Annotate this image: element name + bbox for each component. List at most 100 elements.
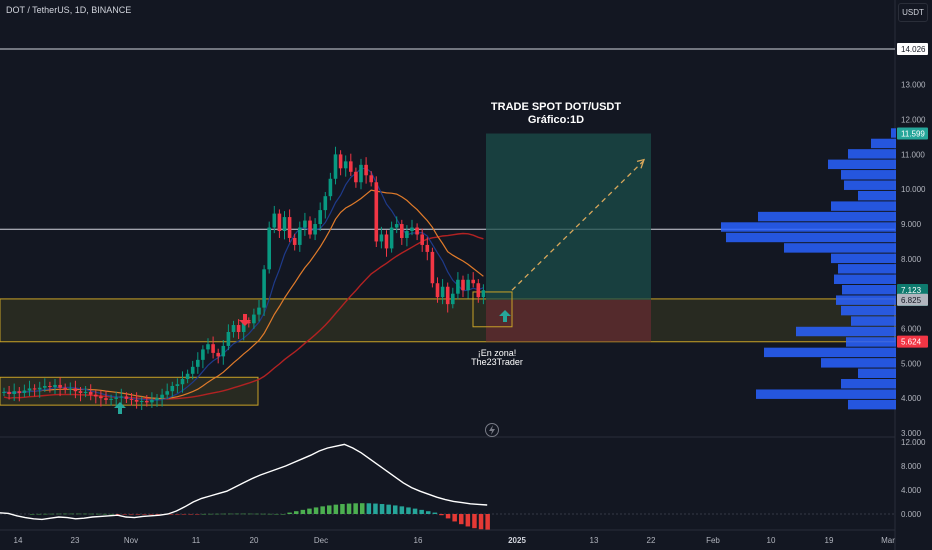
projection-line <box>511 160 644 291</box>
osc-histogram-bar-40 <box>294 511 299 514</box>
time-tick-9: 22 <box>647 536 656 545</box>
candle-63 <box>323 196 328 211</box>
candle-43 <box>221 345 226 357</box>
candle-77 <box>394 224 399 228</box>
osc-histogram-bar-11 <box>102 513 108 515</box>
osc-histogram-bar-69 <box>485 514 490 530</box>
osc-histogram-bar-48 <box>346 503 352 514</box>
osc-histogram-bar-3 <box>49 513 55 515</box>
osc-histogram-bar-9 <box>89 513 94 515</box>
price-tag-target: 11.599 <box>901 130 925 139</box>
price-tag-entry-bg <box>897 293 928 306</box>
osc-histogram-bar-8 <box>82 513 88 515</box>
candle-32 <box>165 391 169 395</box>
candle-22 <box>114 397 118 399</box>
osc-histogram-bar-25 <box>195 514 200 515</box>
candle-90 <box>461 279 465 291</box>
candle-39 <box>201 349 205 360</box>
volume-profile-bar-20 <box>846 337 896 347</box>
candle-15 <box>78 391 83 393</box>
candle-1 <box>7 391 11 394</box>
candle-69 <box>354 171 358 183</box>
osc-histogram-bar-28 <box>214 513 220 515</box>
candle-5 <box>27 388 32 391</box>
price-tick-9: 5.000 <box>901 359 922 368</box>
time-tick-8: 13 <box>590 536 599 545</box>
candle-89 <box>456 279 460 294</box>
candle-7 <box>37 387 42 390</box>
candle-12 <box>63 387 67 390</box>
osc-histogram-bar-1 <box>36 513 42 515</box>
volume-profile-bar-5 <box>844 180 896 190</box>
time-tick-2: Nov <box>124 536 138 545</box>
price-tag-stop: 5.624 <box>901 338 922 347</box>
osc-histogram-bar-52 <box>373 503 378 514</box>
time-tick-4: 20 <box>250 536 259 545</box>
osc-histogram-bar-38 <box>280 514 286 515</box>
volume-profile-bar-14 <box>834 274 896 284</box>
volume-profile-bar-22 <box>821 358 896 368</box>
price-tag-target-bg <box>897 127 928 140</box>
candle-33 <box>170 385 175 392</box>
candle-71 <box>364 164 368 176</box>
osc-histogram-bar-23 <box>181 514 187 515</box>
candle-21 <box>109 398 113 400</box>
osc-histogram-bar-19 <box>155 514 160 515</box>
osc-histogram-bar-30 <box>228 513 233 515</box>
oscillator-line <box>0 443 488 521</box>
time-tick-5: Dec <box>314 536 328 545</box>
volume-profile-bar-21 <box>764 347 896 358</box>
volume-profile-bar-2 <box>848 149 896 159</box>
candle-24 <box>124 396 129 399</box>
osc-histogram-bar-55 <box>393 505 398 514</box>
candle-73 <box>374 182 379 242</box>
osc-tick-2: 4.000 <box>901 486 922 495</box>
candle-75 <box>384 234 389 249</box>
osc-histogram-bar-64 <box>452 514 457 522</box>
osc-histogram-bar-10 <box>96 513 101 515</box>
time-tick-3: 11 <box>192 536 201 545</box>
time-tick-1: 23 <box>71 536 80 545</box>
currency-button[interactable]: USDT <box>898 3 928 22</box>
price-tag-entry: 6.825 <box>901 296 922 305</box>
candle-57 <box>292 237 297 245</box>
time-tick-10: Feb <box>706 536 720 545</box>
candle-68 <box>349 161 353 172</box>
candle-37 <box>190 366 195 374</box>
candle-78 <box>400 224 404 238</box>
osc-histogram-bar-47 <box>340 504 345 514</box>
volume-profile-bar-12 <box>831 253 896 264</box>
volume-profile-bar-15 <box>842 284 896 295</box>
time-tick-7: 2025 <box>508 536 526 545</box>
candle-6 <box>32 388 37 390</box>
price-tick-1: 13.000 <box>901 81 926 90</box>
annotation-title-line1: TRADE SPOT DOT/USDT <box>491 101 621 113</box>
volume-profile-bar-11 <box>784 243 896 253</box>
candle-52 <box>267 227 271 270</box>
osc-histogram-bar-18 <box>148 514 154 515</box>
osc-histogram-bar-22 <box>175 514 180 515</box>
candle-36 <box>185 373 190 380</box>
volume-profile-bar-9 <box>721 222 896 232</box>
candle-58 <box>298 227 302 245</box>
osc-histogram-bar-27 <box>208 513 213 515</box>
candle-23 <box>119 396 124 398</box>
price-tag-last: 7.123 <box>901 286 922 295</box>
candle-31 <box>160 394 164 399</box>
candle-62 <box>318 210 322 225</box>
osc-histogram-bar-51 <box>366 503 372 514</box>
osc-histogram-bar-34 <box>254 513 259 515</box>
volume-profile-bar-26 <box>848 399 896 410</box>
time-tick-6: 16 <box>414 536 423 545</box>
osc-histogram-bar-58 <box>412 508 418 514</box>
time-tick-0: 14 <box>14 536 23 545</box>
candle-65 <box>333 154 338 179</box>
lower-zone <box>0 376 259 406</box>
annotation-title-line2: Gráfico:1D <box>528 114 584 126</box>
osc-histogram-bar-43 <box>313 507 319 514</box>
osc-histogram-bar-17 <box>142 514 147 515</box>
osc-histogram-bar-16 <box>135 514 141 515</box>
osc-histogram-bar-26 <box>201 513 207 515</box>
candle-3 <box>17 391 22 393</box>
